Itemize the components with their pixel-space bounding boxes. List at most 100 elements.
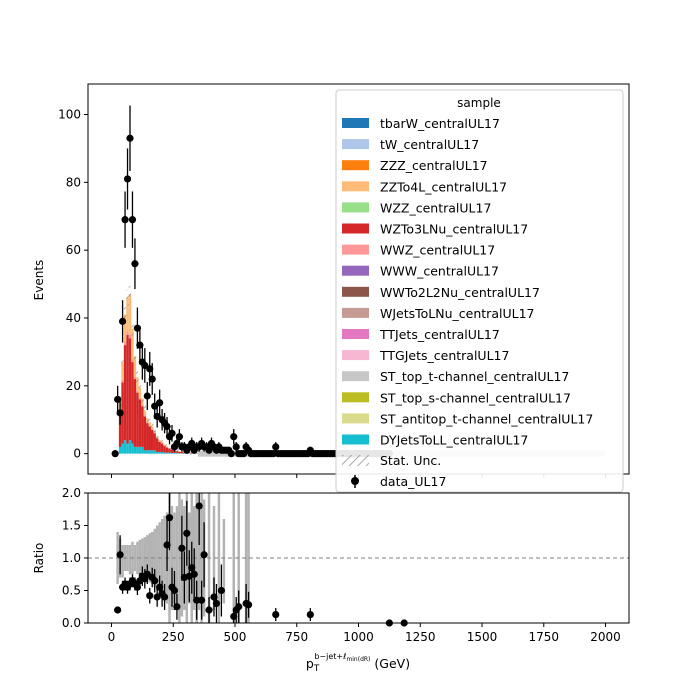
ratio-point [230, 612, 238, 621]
bar-DYJetsToLL_centralUL17 [131, 443, 134, 454]
legend-swatch [342, 160, 369, 171]
legend-item: ST_top_s-channel_centralUL17 [342, 390, 571, 405]
ratio-x-tick-label: 250 [162, 630, 185, 644]
bar-DYJetsToLL_centralUL17 [163, 452, 166, 454]
bar-DYJetsToLL_centralUL17 [170, 452, 174, 454]
legend-label: WWTo2L2Nu_centralUL17 [380, 285, 540, 300]
bar-DYJetsToLL_centralUL17 [165, 452, 169, 454]
legend-data-marker [351, 477, 359, 485]
bar-ZZTo4L_centralUL17 [126, 297, 129, 332]
stat-unc-bin [148, 418, 151, 427]
bar-DYJetsToLL_centralUL17 [138, 446, 142, 454]
bar-WZTo3LNu_centralUL17 [131, 362, 134, 444]
data-point [126, 134, 134, 142]
legend-items: tbarW_centralUL17 tW_centralUL17 ZZZ_centr… [342, 116, 593, 448]
bar-WZTo3LNu_centralUL17 [165, 447, 169, 453]
bar-ZZTo4L_centralUL17 [128, 294, 132, 335]
stat-unc-bin [155, 433, 159, 440]
bar-DYJetsToLL_centralUL17 [150, 450, 154, 454]
bar-WZTo3LNu_centralUL17 [141, 406, 144, 447]
ratio-unc-bin [128, 545, 132, 575]
legend-label: TTJets_centralUL17 [379, 327, 500, 342]
data-point [272, 443, 280, 451]
legend-label: WJetsToLNu_centralUL17 [380, 306, 534, 321]
bar-DYJetsToLL_centralUL17 [118, 446, 122, 454]
main-y-tick-label: 0 [73, 447, 81, 461]
bar-DYJetsToLL_centralUL17 [155, 451, 159, 454]
legend-label: WZZ_centralUL17 [380, 200, 491, 215]
data-point [118, 317, 127, 325]
bar-WZTo3LNu_centralUL17 [143, 416, 147, 451]
legend-label: TTGJets_centralUL17 [379, 348, 509, 363]
bar-DYJetsToLL_centralUL17 [148, 450, 151, 454]
legend-label: tbarW_centralUL17 [380, 116, 500, 131]
legend-swatch [342, 202, 369, 213]
bar-WWZ_centralUL17 [131, 359, 134, 363]
legend-item: WZZ_centralUL17 [342, 200, 491, 215]
bar-WZTo3LNu_centralUL17 [118, 412, 122, 447]
stat-unc-bin [126, 289, 129, 306]
main-y-tick-label: 80 [66, 175, 81, 189]
bar-WZTo3LNu_centralUL17 [126, 334, 129, 444]
ratio-x-tick-label: 2000 [590, 630, 621, 644]
ratio-unc-bin [217, 493, 221, 623]
bar-WWZ_centralUL17 [143, 415, 147, 417]
stat-unc-bin [131, 321, 134, 337]
bar-DYJetsToLL_centralUL17 [121, 443, 124, 454]
ratio-point [193, 596, 201, 604]
ratio-unc-bin [148, 533, 151, 583]
bar-DYJetsToLL_centralUL17 [133, 446, 137, 454]
stat-unc-bin [158, 437, 161, 443]
legend-label: ZZTo4L_centralUL17 [380, 179, 507, 194]
legend-label: ST_antitop_t-channel_centralUL17 [380, 411, 593, 426]
legend-swatch [342, 181, 369, 192]
ratio-point [205, 606, 213, 614]
ratio-point [114, 606, 122, 614]
bar-DYJetsToLL_centralUL17 [136, 446, 139, 454]
ratio-point [151, 577, 159, 585]
ratio-y-tick-label: 0.0 [62, 616, 81, 630]
data-point [131, 260, 139, 268]
legend-swatch [342, 118, 369, 128]
ratio-point [195, 502, 203, 510]
ratio-y-ticks: 0.0 0.5 1.0 1.5 2.0 [62, 486, 88, 630]
data-point [227, 450, 235, 458]
legend: sample tbarW_centralUL17 tW_centralUL17 ZZ… [335, 89, 624, 493]
ratio-unc-bin [121, 545, 124, 578]
bar-DYJetsToLL_centralUL17 [141, 446, 144, 454]
legend-label: ZZZ_centralUL17 [380, 158, 488, 173]
stat-unc-bin [133, 350, 137, 364]
data-point [121, 216, 129, 224]
bar-WZTo3LNu_centralUL17 [168, 448, 171, 453]
ratio-point [146, 592, 154, 600]
legend-swatch-stat-unc [342, 455, 369, 466]
ratio-point [306, 610, 314, 619]
legend-item: ST_top_t-channel_centralUL17 [342, 369, 569, 384]
ratio-unc-bin [197, 506, 201, 610]
data-point [123, 175, 132, 183]
bar-DYJetsToLL_centralUL17 [175, 452, 179, 454]
ratio-unc-bin [222, 519, 226, 604]
bar-WWZ_centralUL17 [136, 390, 139, 393]
data-point [232, 443, 240, 451]
stat-unc-bin [128, 286, 132, 303]
legend-swatch [342, 244, 369, 255]
data-point [148, 375, 156, 383]
legend-swatch [342, 223, 369, 234]
ratio-unc-bin [170, 506, 174, 610]
legend-swatch [342, 350, 369, 361]
bar-WZTo3LNu_centralUL17 [146, 423, 149, 451]
bar-WZTo3LNu_centralUL17 [138, 399, 142, 447]
ratio-point [190, 570, 198, 578]
ratio-x-tick-label: 0 [108, 630, 116, 644]
bar-ZZTo4L_centralUL17 [121, 362, 124, 380]
legend-item-data: data_UL17 [351, 474, 446, 489]
data-point [156, 399, 164, 407]
ratio-point [217, 586, 225, 595]
bar-WWZ_centralUL17 [138, 398, 142, 400]
legend-swatch [342, 265, 369, 276]
stat-unc-bin [163, 442, 166, 447]
bar-WZTo3LNu_centralUL17 [158, 441, 161, 452]
bar-WZTo3LNu_centralUL17 [150, 429, 154, 451]
legend-swatch [342, 139, 369, 150]
